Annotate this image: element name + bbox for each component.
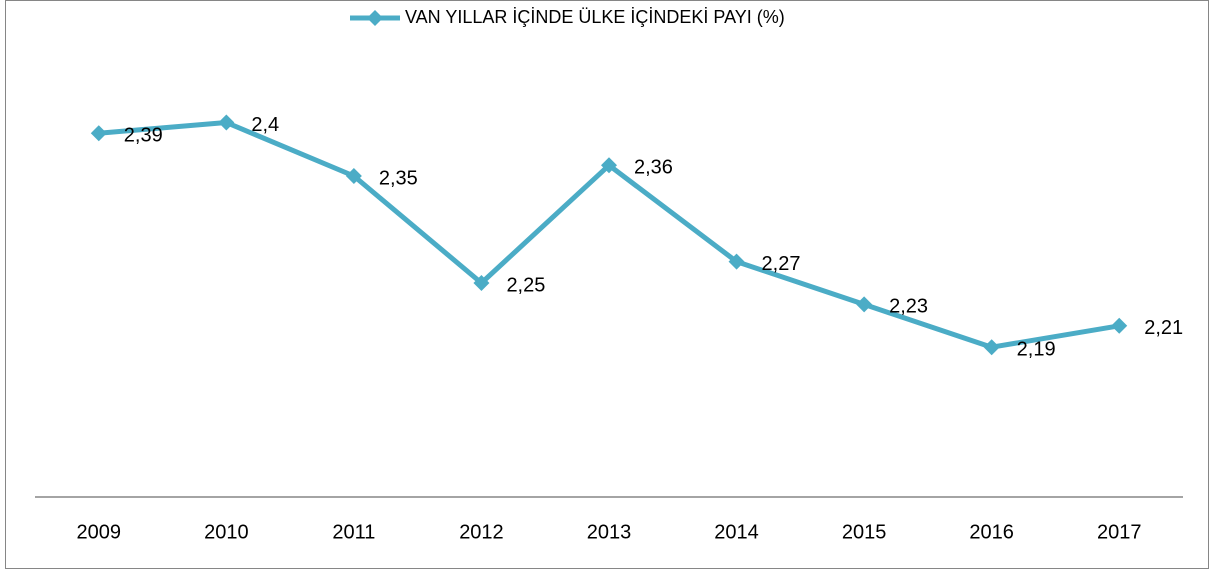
x-tick-label: 2014 — [714, 521, 759, 543]
x-tick-label: 2017 — [1097, 521, 1142, 543]
data-label: 2,36 — [634, 157, 673, 179]
x-tick-label: 2011 — [332, 521, 375, 543]
x-tick-label: 2016 — [969, 521, 1014, 543]
point-marker — [473, 275, 490, 291]
data-label: 2,4 — [251, 114, 279, 136]
point-marker — [90, 125, 107, 142]
point-marker — [728, 253, 745, 270]
chart-frame — [5, 0, 1209, 569]
point-marker — [983, 339, 1000, 356]
data-label: 2,39 — [124, 124, 163, 146]
data-label: 2,25 — [506, 274, 545, 296]
point-marker — [601, 157, 617, 174]
data-label: 2,19 — [1017, 338, 1056, 360]
x-tick-label: 2013 — [587, 521, 632, 543]
x-tick-label: 2009 — [77, 521, 122, 543]
data-label: 2,23 — [889, 296, 928, 318]
point-marker — [1111, 317, 1128, 334]
data-label: 2,21 — [1144, 317, 1183, 339]
legend-label: VAN YILLAR İÇİNDE ÜLKE İÇİNDEKİ PAYI (%) — [405, 7, 785, 27]
x-tick-label: 2010 — [204, 521, 249, 543]
point-marker — [345, 168, 362, 184]
legend-marker — [367, 10, 383, 26]
point-marker — [856, 296, 873, 313]
x-tick-label: 2015 — [842, 521, 887, 543]
data-label: 2,35 — [379, 167, 418, 189]
data-label: 2,27 — [762, 253, 801, 275]
point-marker — [218, 114, 235, 131]
x-tick-label: 2012 — [459, 521, 504, 543]
